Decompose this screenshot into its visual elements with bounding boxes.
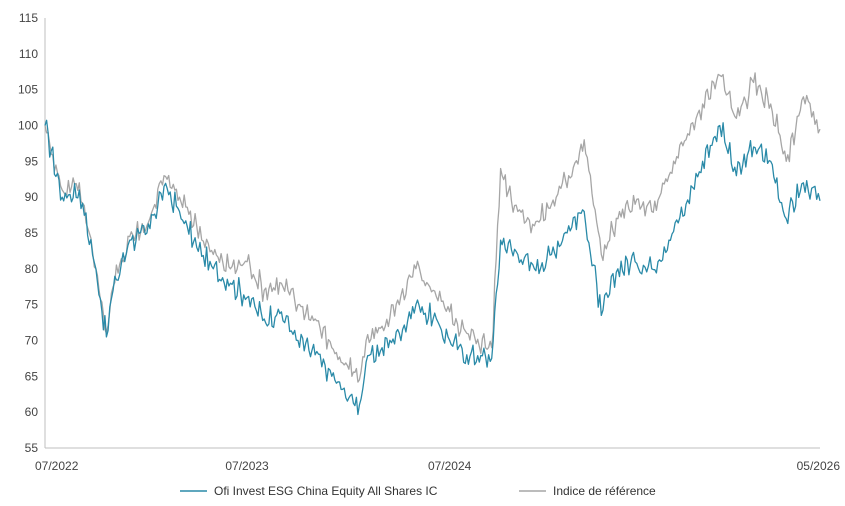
- y-tick-label: 55: [25, 441, 39, 455]
- x-tick-label: 07/2024: [428, 459, 472, 473]
- y-tick-label: 80: [25, 262, 39, 276]
- y-axis: 55 60 65 70 75 80 85 90 95 100 105 110 115: [18, 11, 46, 455]
- fund-series-line: [44, 119, 821, 416]
- y-tick-label: 85: [25, 226, 39, 240]
- series-layer: [44, 72, 821, 416]
- x-tick-label: 07/2022: [35, 459, 79, 473]
- y-tick-label: 90: [25, 190, 39, 204]
- x-axis: 07/2022 07/2023 07/2024 05/2026: [35, 447, 841, 473]
- legend: Ofi Invest ESG China Equity All Shares I…: [180, 484, 656, 498]
- y-tick-label: 95: [25, 154, 39, 168]
- benchmark-series-line: [44, 72, 821, 383]
- y-tick-label: 110: [19, 47, 38, 61]
- y-tick-label: 60: [25, 405, 39, 419]
- y-tick-label: 65: [25, 369, 39, 383]
- y-tick-label: 115: [19, 11, 38, 25]
- y-tick-label: 75: [25, 298, 39, 312]
- y-tick-label: 100: [18, 119, 38, 133]
- y-tick-label: 105: [18, 83, 38, 97]
- y-tick-label: 70: [25, 334, 39, 348]
- legend-label-fund: Ofi Invest ESG China Equity All Shares I…: [214, 484, 438, 498]
- x-tick-label: 05/2026: [797, 459, 841, 473]
- x-tick-label: 07/2023: [225, 459, 269, 473]
- legend-label-benchmark: Indice de référence: [553, 484, 656, 498]
